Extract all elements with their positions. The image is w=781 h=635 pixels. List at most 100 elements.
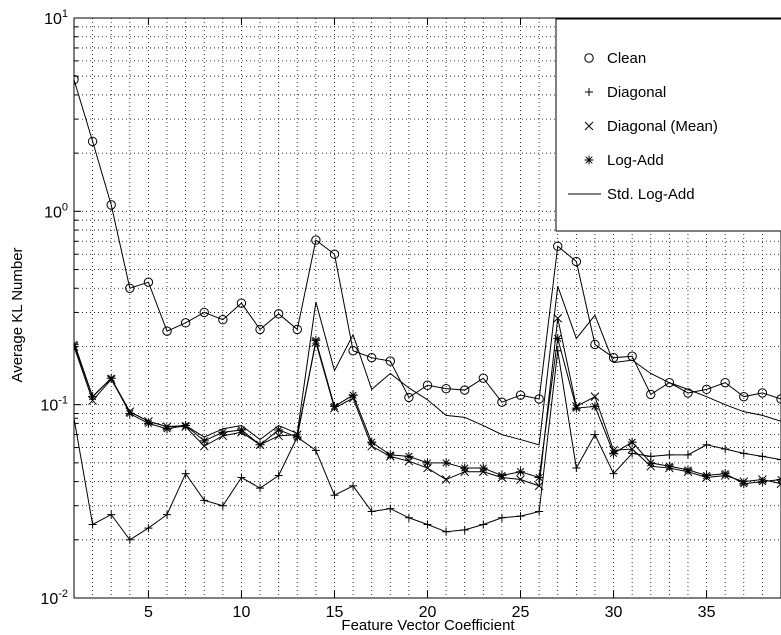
data-point [180, 318, 191, 328]
data-point [553, 333, 563, 343]
legend-label: Clean [607, 50, 646, 67]
data-point [497, 513, 506, 522]
data-point [367, 507, 376, 516]
data-point [553, 241, 563, 251]
data-point [553, 313, 563, 323]
x-tick-label: 25 [512, 604, 530, 621]
data-point [721, 444, 730, 453]
legend-label: Diagonal [607, 84, 666, 101]
data-point [218, 501, 227, 510]
legend-item: Log-Add [584, 152, 664, 169]
data-point [125, 409, 135, 419]
data-point [199, 436, 209, 446]
data-point [273, 309, 284, 319]
data-point [348, 390, 358, 400]
data-point [423, 520, 432, 529]
data-point [460, 463, 470, 473]
x-tick-label: 35 [698, 604, 716, 621]
series-std-log-add [74, 286, 781, 446]
data-point [683, 450, 692, 459]
data-point [311, 335, 321, 345]
legend: Clean Diagonal Diagonal (Mean) Log-Add Std. … [555, 18, 781, 232]
y-tick-label: 10-1 [40, 395, 68, 415]
data-point [478, 463, 488, 473]
data-point [162, 326, 172, 336]
data-point [329, 401, 339, 411]
data-point [646, 389, 656, 400]
legend-label: Log-Add [607, 152, 664, 169]
y-tick-label: 101 [44, 8, 68, 28]
data-point [664, 377, 675, 388]
data-point [460, 385, 470, 395]
data-point [125, 283, 135, 293]
series-log-add [74, 333, 781, 489]
data-point [292, 324, 302, 335]
series-layer [74, 74, 781, 544]
legend-label: Diagonal (Mean) [607, 118, 718, 135]
data-point [441, 383, 451, 394]
series-line [74, 350, 781, 541]
data-point [255, 324, 265, 335]
data-point [609, 448, 619, 458]
data-point [236, 425, 246, 435]
data-point [516, 467, 526, 477]
legend-item: Clean [584, 50, 646, 67]
data-point [702, 440, 711, 449]
data-point [534, 473, 544, 483]
data-point [441, 458, 451, 468]
data-point [311, 235, 321, 245]
data-point [87, 136, 98, 147]
data-point [311, 446, 320, 455]
series-diagonal-mean [74, 313, 781, 491]
data-point [74, 414, 78, 423]
data-point [497, 397, 507, 407]
data-point [534, 394, 544, 404]
series-clean [74, 74, 781, 407]
data-point [163, 510, 172, 519]
tick-labels: 5 10 15 20 25 30 35 101 100 10-1 10-2 [40, 8, 715, 621]
data-point [571, 403, 581, 413]
data-point [255, 440, 265, 450]
data-point [256, 484, 265, 493]
x-tick-label: 15 [326, 604, 344, 621]
data-point [366, 352, 377, 363]
data-point [478, 373, 489, 383]
data-point [590, 339, 600, 350]
data-point [199, 307, 209, 318]
data-point [218, 315, 228, 325]
data-point [720, 469, 730, 479]
data-point [125, 535, 134, 544]
data-point [701, 384, 712, 395]
data-point [534, 481, 544, 491]
data-point [758, 452, 767, 461]
data-point [739, 449, 748, 458]
legend-marker [584, 155, 594, 165]
data-point [515, 390, 526, 400]
data-point [683, 388, 693, 398]
data-point [107, 510, 116, 519]
data-point [349, 481, 358, 490]
y-tick-label: 100 [44, 201, 68, 221]
legend-marker [584, 121, 594, 131]
data-point [330, 491, 339, 500]
data-point [460, 525, 469, 534]
data-point [404, 513, 413, 522]
data-point [348, 346, 358, 356]
legend-marker [584, 53, 594, 63]
data-point [385, 356, 395, 366]
data-point [702, 471, 712, 481]
data-point [143, 418, 153, 428]
data-point [274, 425, 284, 435]
data-point [404, 451, 414, 461]
data-point [162, 424, 172, 434]
data-point [386, 504, 395, 513]
data-point [144, 524, 153, 533]
data-point [200, 496, 209, 505]
data-point [497, 471, 507, 481]
data-point [757, 477, 767, 487]
x-tick-label: 20 [419, 604, 437, 621]
data-point [367, 437, 377, 447]
data-point [627, 444, 637, 454]
data-point [441, 475, 451, 484]
